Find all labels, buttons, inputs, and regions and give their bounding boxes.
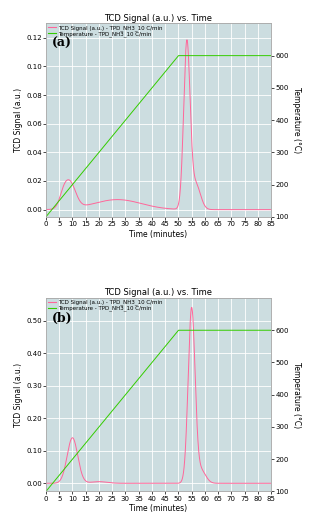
X-axis label: Time (minutes): Time (minutes) xyxy=(129,504,188,513)
Y-axis label: Temperature (°C): Temperature (°C) xyxy=(292,87,301,153)
Y-axis label: TCD Signal (a.u.): TCD Signal (a.u.) xyxy=(14,88,23,152)
X-axis label: Time (minutes): Time (minutes) xyxy=(129,230,188,239)
Title: TCD Signal (a.u.) vs. Time: TCD Signal (a.u.) vs. Time xyxy=(105,288,212,297)
Title: TCD Signal (a.u.) vs. Time: TCD Signal (a.u.) vs. Time xyxy=(105,14,212,23)
Legend: TCD Signal (a.u.) - TPD_NH3_10 C/min, Temperature - TPD_NH3_10 C/min: TCD Signal (a.u.) - TPD_NH3_10 C/min, Te… xyxy=(47,299,163,312)
Legend: TCD Signal (a.u.) - TPD_NH3_10 C/min, Temperature - TPD_NH3_10 C/min: TCD Signal (a.u.) - TPD_NH3_10 C/min, Te… xyxy=(47,24,163,37)
Y-axis label: Temperature (°C): Temperature (°C) xyxy=(292,361,301,428)
Text: (a): (a) xyxy=(52,37,72,50)
Y-axis label: TCD Signal (a.u.): TCD Signal (a.u.) xyxy=(14,362,23,427)
Text: (b): (b) xyxy=(52,311,72,324)
